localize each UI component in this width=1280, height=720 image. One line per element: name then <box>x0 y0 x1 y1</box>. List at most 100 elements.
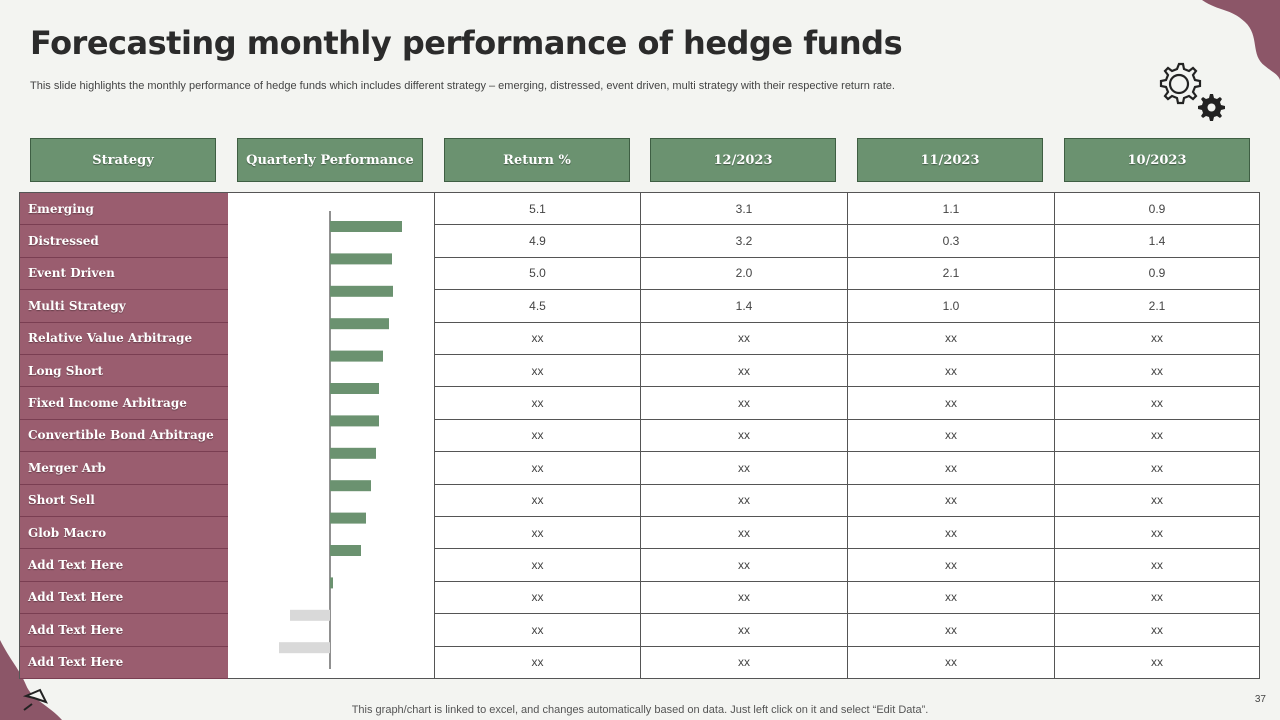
cell-m12: xx <box>640 452 847 485</box>
cell-m11: xx <box>847 517 1054 550</box>
cell-m12: xx <box>640 517 847 550</box>
cell-return: xx <box>434 581 640 615</box>
gears-icon <box>1159 62 1225 121</box>
chart-bar <box>330 383 379 394</box>
header-11-2023: 11/2023 <box>857 138 1043 182</box>
table-row: Short Sell xx xx xx xx <box>20 484 1259 517</box>
row-label: Relative Value Arbitrage <box>20 322 228 355</box>
cell-m10: xx <box>1054 387 1259 420</box>
performance-table: Emerging 5.1 3.1 1.1 0.9 Distressed 4.9 3.2 0.3 1… <box>19 192 1260 679</box>
header-quarterly-performance: Quarterly Performance <box>237 138 423 182</box>
cell-m12: xx <box>640 614 847 647</box>
cell-m12: xx <box>640 387 847 420</box>
cell-return: xx <box>434 614 640 647</box>
cell-m10: xx <box>1054 355 1259 388</box>
chart-bar <box>330 512 366 524</box>
row-label: Event Driven <box>20 257 228 291</box>
header-12-2023: 12/2023 <box>650 138 836 182</box>
cell-m12: xx <box>640 322 847 355</box>
row-label: Convertible Bond Arbitrage <box>20 419 228 453</box>
cell-m10: 2.1 <box>1054 290 1259 323</box>
cell-m11: xx <box>847 549 1054 582</box>
cell-return: xx <box>434 517 640 550</box>
subtitle: This slide highlights the monthly perfor… <box>30 80 895 92</box>
cell-return: xx <box>434 549 640 582</box>
row-label: Emerging <box>20 193 228 226</box>
table-row: Fixed Income Arbitrage xx xx xx xx <box>20 387 1259 420</box>
table-row: Add Text Here xx xx xx xx <box>20 614 1259 647</box>
cell-m11: xx <box>847 452 1054 485</box>
cell-return: 5.0 <box>434 257 640 291</box>
chart-bar <box>330 318 389 330</box>
cell-m12: xx <box>640 355 847 388</box>
pointer-icon <box>22 688 48 711</box>
cell-return: xx <box>434 387 640 420</box>
cell-return: xx <box>434 355 640 388</box>
cell-m10: xx <box>1054 517 1259 550</box>
cell-m12: xx <box>640 646 847 679</box>
cell-m10: 0.9 <box>1054 257 1259 291</box>
cell-m11: xx <box>847 322 1054 355</box>
cell-m12: 2.0 <box>640 257 847 291</box>
cell-m11: 0.3 <box>847 225 1054 258</box>
cell-return: xx <box>434 419 640 453</box>
chart-bar <box>330 480 371 492</box>
cell-m10: 1.4 <box>1054 225 1259 258</box>
row-label: Fixed Income Arbitrage <box>20 387 228 420</box>
cell-return: xx <box>434 646 640 679</box>
cell-m12: xx <box>640 419 847 453</box>
table-row: Convertible Bond Arbitrage xx xx xx xx <box>20 419 1259 453</box>
table-row: Merger Arb xx xx xx xx <box>20 452 1259 485</box>
cell-m11: 2.1 <box>847 257 1054 291</box>
table-row: Add Text Here xx xx xx xx <box>20 549 1259 582</box>
cell-m11: xx <box>847 646 1054 679</box>
chart-bar <box>290 609 330 621</box>
cell-return: 4.9 <box>434 225 640 258</box>
cell-m11: xx <box>847 355 1054 388</box>
row-label: Short Sell <box>20 484 228 517</box>
chart-bar <box>330 253 392 265</box>
chart-bar <box>330 447 376 459</box>
table-row: Glob Macro xx xx xx xx <box>20 517 1259 550</box>
chart-bar <box>330 350 383 362</box>
chart-bar <box>330 221 402 232</box>
corner-blob-decoration <box>1202 0 1280 80</box>
quarterly-performance-chart <box>228 193 434 678</box>
cell-m12: xx <box>640 484 847 517</box>
row-label: Glob Macro <box>20 517 228 550</box>
cell-m11: xx <box>847 419 1054 453</box>
cell-m11: xx <box>847 614 1054 647</box>
table-row: Long Short xx xx xx xx <box>20 355 1259 388</box>
row-label: Add Text Here <box>20 581 228 615</box>
cell-m12: 3.1 <box>640 193 847 226</box>
chart-bar <box>330 285 393 297</box>
header-10-2023: 10/2023 <box>1064 138 1250 182</box>
table-row: Add Text Here xx xx xx xx <box>20 581 1259 615</box>
cell-m10: xx <box>1054 322 1259 355</box>
table-row: Add Text Here xx xx xx xx <box>20 646 1259 679</box>
cell-return: 5.1 <box>434 193 640 226</box>
row-label: Add Text Here <box>20 646 228 679</box>
table-row: Relative Value Arbitrage xx xx xx xx <box>20 322 1259 355</box>
chart-bar <box>330 415 379 427</box>
cell-m12: 1.4 <box>640 290 847 323</box>
row-label: Distressed <box>20 225 228 258</box>
chart-bar <box>330 545 361 556</box>
row-label: Add Text Here <box>20 614 228 647</box>
table-row: Multi Strategy 4.5 1.4 1.0 2.1 <box>20 290 1259 323</box>
cell-m10: xx <box>1054 646 1259 679</box>
table-row: Emerging 5.1 3.1 1.1 0.9 <box>20 193 1259 226</box>
cell-m12: xx <box>640 581 847 615</box>
cell-m10: xx <box>1054 419 1259 453</box>
cell-m10: xx <box>1054 581 1259 615</box>
cell-return: xx <box>434 452 640 485</box>
cell-m10: xx <box>1054 484 1259 517</box>
row-label: Merger Arb <box>20 452 228 485</box>
cell-return: 4.5 <box>434 290 640 323</box>
cell-return: xx <box>434 484 640 517</box>
cell-m10: xx <box>1054 614 1259 647</box>
table-row: Event Driven 5.0 2.0 2.1 0.9 <box>20 257 1259 291</box>
page-title: Forecasting monthly performance of hedge… <box>30 24 903 62</box>
row-label: Multi Strategy <box>20 290 228 323</box>
chart-bar <box>279 642 330 654</box>
